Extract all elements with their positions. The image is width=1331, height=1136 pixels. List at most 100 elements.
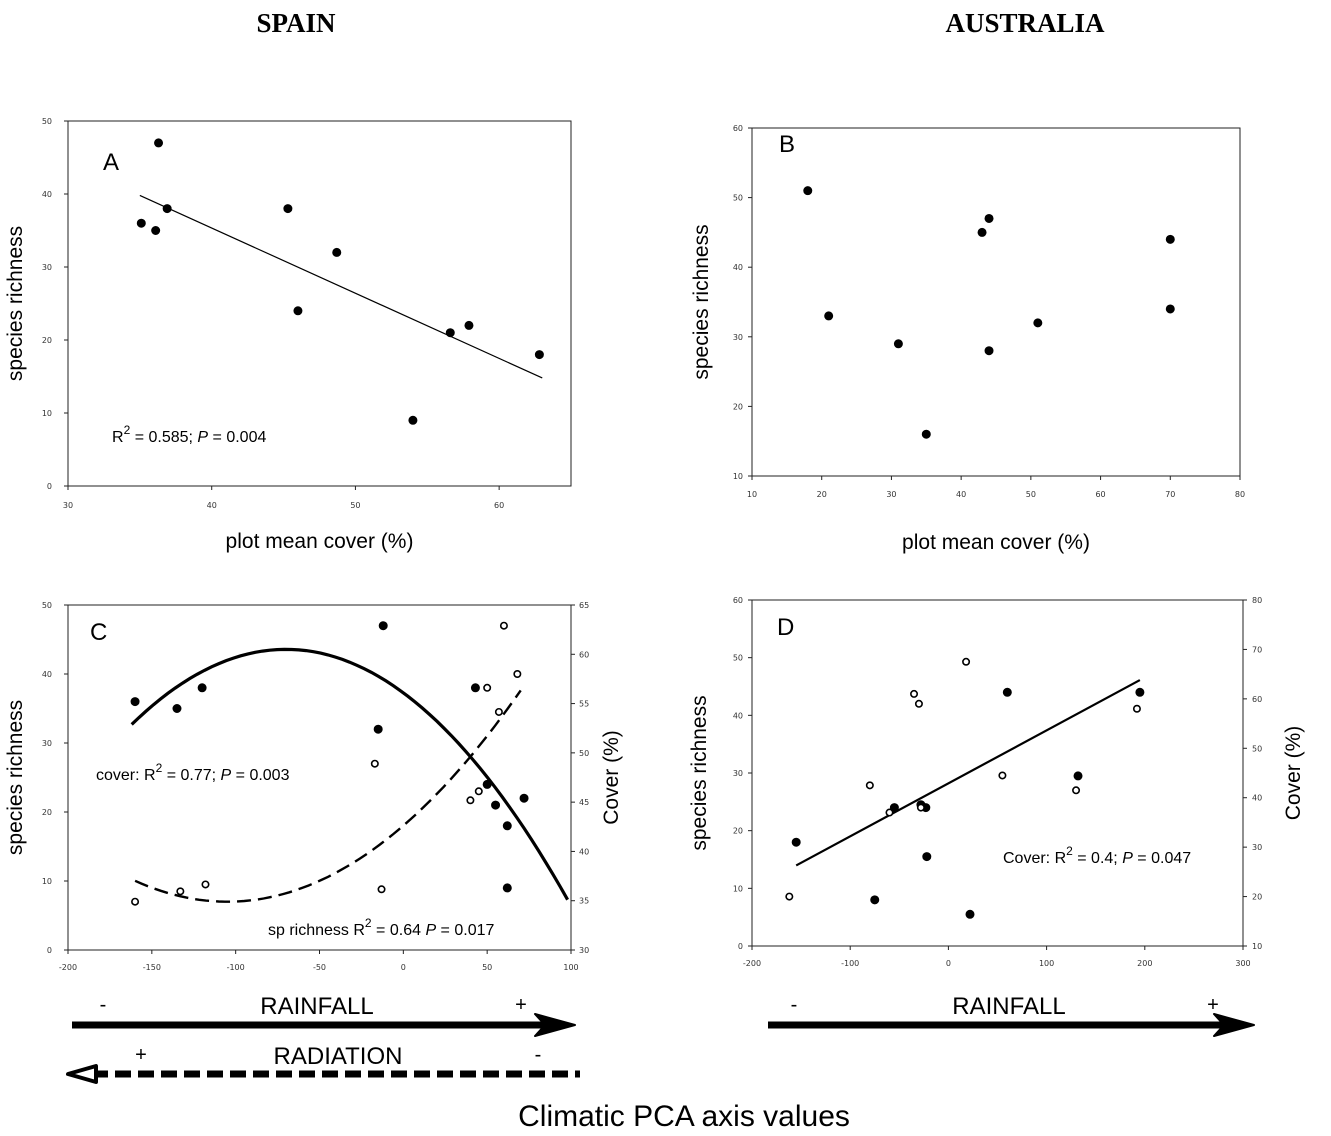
data-point-open <box>377 885 386 894</box>
fit-line <box>795 679 1141 867</box>
y-axis-label: species richness <box>690 224 713 379</box>
y2-tick-label: 80 <box>1252 596 1262 605</box>
y2-tick-label: 50 <box>579 749 589 758</box>
x-tick-label: 50 <box>1026 490 1036 499</box>
arrow-sign-right: + <box>515 994 527 1016</box>
y2-tick-label: 35 <box>579 897 589 906</box>
annotation-part: = 0.004 <box>208 429 266 446</box>
y-tick-label: 50 <box>733 654 743 663</box>
annotation-part: Cover: R <box>1003 850 1066 867</box>
annotation-part: P <box>197 429 208 446</box>
y-axis-label: species richness <box>688 695 711 850</box>
panel-label-B: B <box>779 131 795 158</box>
data-point-filled <box>154 138 164 148</box>
x-tick-label: 10 <box>747 490 757 499</box>
x-tick-label: 20 <box>817 490 827 499</box>
y-tick-label: 40 <box>733 263 743 272</box>
data-point-filled <box>977 227 987 237</box>
annotation-part: 2 <box>1066 844 1073 858</box>
data-point-filled <box>172 704 182 713</box>
data-point-open <box>131 897 140 906</box>
y2-tick-label: 10 <box>1252 942 1262 951</box>
y-tick-label: 20 <box>733 402 743 411</box>
x-tick-label: 40 <box>956 490 966 499</box>
annotation-part: = 0.047 <box>1133 850 1191 867</box>
y-tick-label: 10 <box>733 884 743 893</box>
data-point-filled <box>378 621 388 631</box>
fit-line <box>139 194 543 379</box>
data-point-filled <box>519 793 529 803</box>
plot-frame-A <box>67 120 572 487</box>
data-point-open <box>1072 786 1081 795</box>
data-point-open <box>865 781 874 790</box>
y-tick-label: 0 <box>738 942 743 951</box>
data-point-filled <box>534 350 544 360</box>
panel-label-D: D <box>777 614 794 641</box>
y-tick-label: 60 <box>733 124 743 133</box>
y-tick-label: 40 <box>733 711 743 720</box>
y-tick-label: 0 <box>47 946 52 955</box>
y2-tick-label: 30 <box>579 946 589 955</box>
data-point-open <box>513 669 522 678</box>
y2-tick-label: 40 <box>579 847 589 856</box>
data-point-filled <box>482 779 492 789</box>
y2-tick-label: 65 <box>579 601 589 610</box>
y-axis-label: species richness <box>4 226 27 381</box>
y-tick-label: 30 <box>42 263 52 272</box>
y2-tick-label: 20 <box>1252 893 1262 902</box>
data-point-open <box>474 787 483 796</box>
y-tick-label: 20 <box>733 827 743 836</box>
data-point-filled <box>136 218 146 228</box>
arrow-label: RADIATION <box>274 1043 403 1070</box>
x-tick-label: 30 <box>886 490 896 499</box>
data-point-filled <box>151 226 161 235</box>
y-tick-label: 20 <box>42 808 52 817</box>
data-point-filled <box>1033 318 1043 328</box>
data-point-open <box>466 796 475 805</box>
x-tick-label: 100 <box>1039 959 1054 968</box>
arrow-sign-left: + <box>135 1044 147 1066</box>
y2-tick-label: 30 <box>1252 843 1262 852</box>
data-point-filled <box>1073 771 1083 781</box>
annotation-part: sp richness R <box>268 922 365 939</box>
x-axis-label: plot mean cover (%) <box>902 531 1090 554</box>
x-axis-label: plot mean cover (%) <box>226 530 414 553</box>
y2-tick-label: 50 <box>1252 744 1262 753</box>
data-point-open <box>499 621 508 630</box>
data-point-open <box>483 683 492 692</box>
x-tick-label: 70 <box>1165 490 1175 499</box>
stats-annotation-cover: cover: R2 = 0.77; P = 0.003 <box>96 761 290 784</box>
data-point-open <box>998 771 1007 780</box>
arrow-head <box>534 1013 576 1037</box>
x-tick-label: 200 <box>1137 959 1152 968</box>
y-tick-label: 40 <box>42 190 52 199</box>
annotation-part: = 0.77; <box>162 767 220 784</box>
y-tick-label: 40 <box>42 670 52 679</box>
plot-frame-D <box>751 599 1244 947</box>
arrow-label: RAINFALL <box>260 993 373 1020</box>
annotation-part: 2 <box>156 761 163 775</box>
x-tick-label: 100 <box>563 963 578 972</box>
data-point-filled <box>824 311 834 321</box>
y-tick-label: 10 <box>42 409 52 418</box>
annotation-part: = 0.64 <box>372 922 426 939</box>
data-point-open <box>1132 704 1141 713</box>
panel-label-A: A <box>103 149 119 176</box>
fit-curve-cover <box>130 647 569 901</box>
data-point-filled <box>965 909 975 919</box>
y-tick-label: 50 <box>42 117 52 126</box>
y2-tick-label: 60 <box>579 650 589 659</box>
annotation-part: 2 <box>124 423 131 437</box>
y-tick-label: 50 <box>42 601 52 610</box>
x-tick-label: -200 <box>59 963 77 972</box>
data-point-open <box>176 887 185 896</box>
x-tick-label: 0 <box>401 963 406 972</box>
annotation-part: 2 <box>365 916 372 930</box>
annotation-part: = 0.017 <box>436 922 494 939</box>
data-point-filled <box>922 852 932 862</box>
arrow-sign-right: - <box>535 1044 542 1066</box>
panel-label-C: C <box>90 619 107 646</box>
x-tick-label: -200 <box>743 959 761 968</box>
